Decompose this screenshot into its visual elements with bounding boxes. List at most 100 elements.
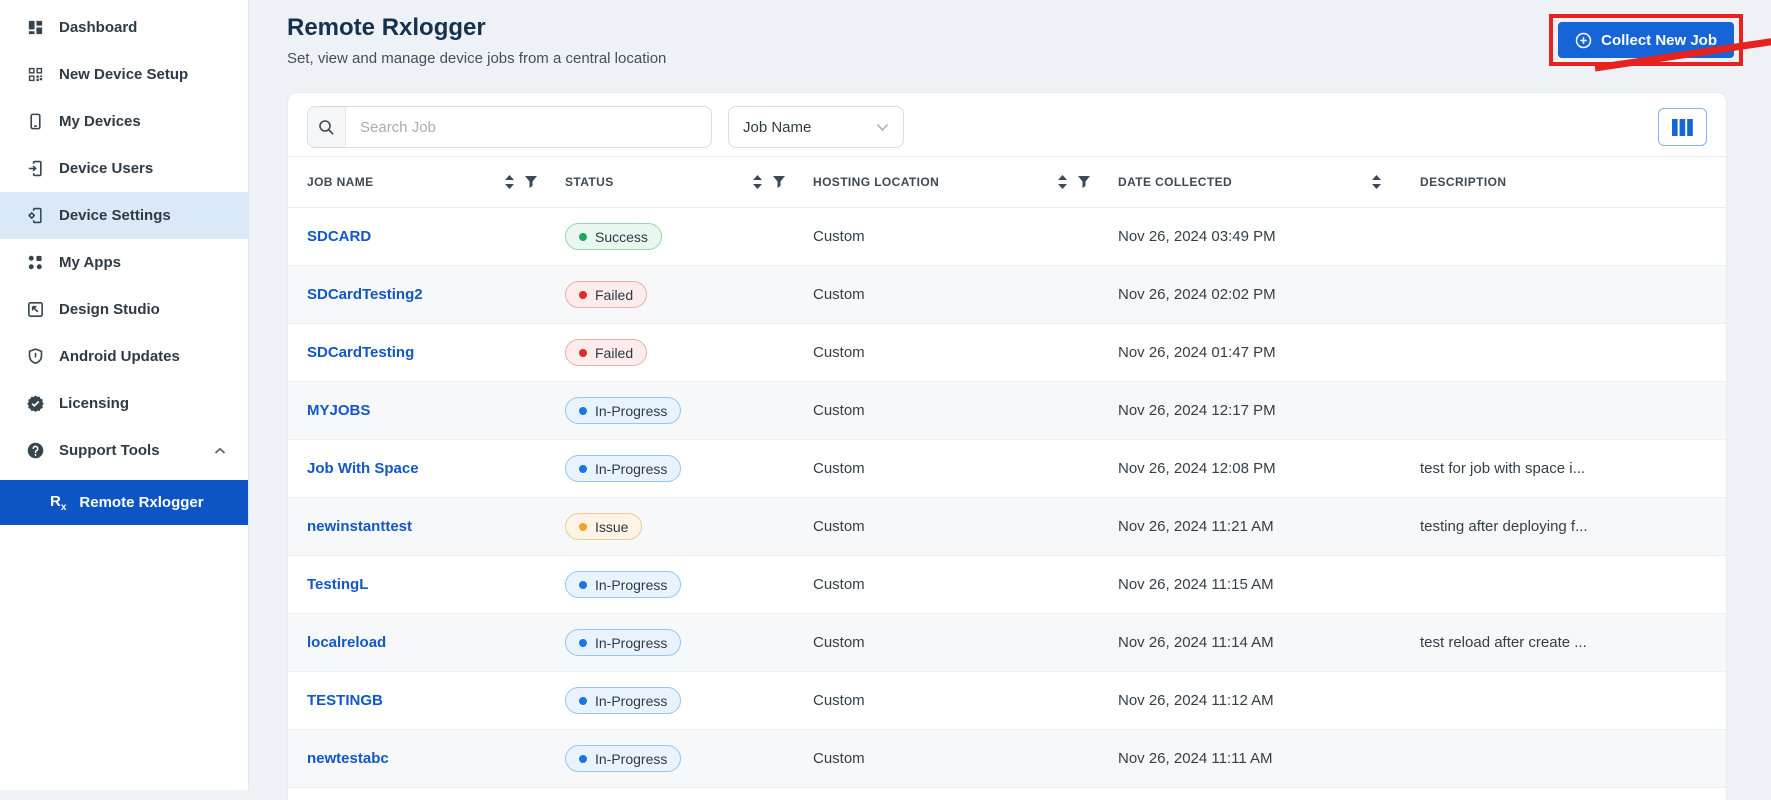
- sidebar-item-dashboard[interactable]: Dashboard: [0, 4, 248, 51]
- cell-description: test for job with space i...: [1420, 460, 1726, 477]
- cell-date-collected: Nov 26, 2024 02:02 PM: [1118, 286, 1420, 303]
- shield-icon: [25, 347, 45, 367]
- cell-hosting-location: Custom: [813, 692, 1118, 709]
- cell-job-name: newtestabc: [288, 750, 565, 767]
- cell-date-collected: Nov 26, 2024 11:12 AM: [1118, 692, 1420, 709]
- job-name-link[interactable]: localreload: [307, 634, 386, 651]
- sidebar-item-label: New Device Setup: [59, 66, 188, 83]
- table-header-row: JOB NAME STATUS HOSTING LOCATIONDATE COLLE…: [288, 156, 1726, 208]
- sidebar-item-my-devices[interactable]: My Devices: [0, 98, 248, 145]
- column-settings-button[interactable]: [1658, 108, 1707, 146]
- page-title: Remote Rxlogger: [287, 14, 666, 43]
- status-label: In-Progress: [595, 693, 667, 709]
- cell-status: Failed: [565, 281, 813, 308]
- plus-circle-icon: [1575, 32, 1592, 49]
- job-name-link[interactable]: TestingL: [307, 576, 368, 593]
- job-name-link[interactable]: SDCardTesting2: [307, 286, 423, 303]
- table-row: TestingLIn-ProgressCustomNov 26, 2024 11…: [288, 556, 1726, 614]
- job-name-link[interactable]: SDCARD: [307, 228, 371, 245]
- table-row: localreloadIn-ProgressCustomNov 26, 2024…: [288, 614, 1726, 672]
- collect-new-job-label: Collect New Job: [1601, 32, 1717, 49]
- qr-code-icon: [25, 65, 45, 85]
- columns-icon: [1672, 119, 1693, 136]
- sidebar-item-label: Licensing: [59, 395, 129, 412]
- column-header-status[interactable]: STATUS: [565, 175, 813, 189]
- job-name-link[interactable]: newinstanttest: [307, 518, 412, 535]
- job-name-link[interactable]: TESTINGB: [307, 692, 383, 709]
- help-circle-icon: [25, 441, 45, 461]
- status-dot: [579, 581, 587, 589]
- cell-job-name: localreload: [288, 634, 565, 651]
- status-badge: Success: [565, 223, 662, 250]
- search-input[interactable]: [346, 107, 711, 147]
- device-user-icon: [25, 159, 45, 179]
- search-icon[interactable]: [308, 107, 346, 147]
- filter-icon[interactable]: [525, 176, 537, 188]
- cell-status: In-Progress: [565, 745, 813, 772]
- sort-icon[interactable]: [1371, 175, 1382, 189]
- status-dot: [579, 233, 587, 241]
- sidebar-item-support-tools[interactable]: Support Tools: [0, 427, 248, 474]
- column-header-label: STATUS: [565, 175, 614, 189]
- filter-icon[interactable]: [1078, 176, 1090, 188]
- cell-hosting-location: Custom: [813, 344, 1118, 361]
- sidebar-item-label: Support Tools: [59, 442, 160, 459]
- cell-hosting-location: Custom: [813, 286, 1118, 303]
- sidebar-item-label: My Devices: [59, 113, 141, 130]
- column-header-label: JOB NAME: [307, 175, 374, 189]
- cell-status: Failed: [565, 339, 813, 366]
- column-header-label: DESCRIPTION: [1420, 175, 1506, 189]
- smartphone-icon: [25, 112, 45, 132]
- search-box: [307, 106, 712, 148]
- filter-icon[interactable]: [773, 176, 785, 188]
- table-row: newinstanttestIssueCustomNov 26, 2024 11…: [288, 498, 1726, 556]
- sidebar-subitem-label: Remote Rxlogger: [79, 494, 203, 511]
- cell-hosting-location: Custom: [813, 634, 1118, 651]
- job-name-link[interactable]: newtestabc: [307, 750, 389, 767]
- cell-hosting-location: Custom: [813, 228, 1118, 245]
- status-label: In-Progress: [595, 635, 667, 651]
- license-badge-icon: [25, 394, 45, 414]
- job-name-link[interactable]: MYJOBS: [307, 402, 370, 419]
- status-label: In-Progress: [595, 403, 667, 419]
- status-badge: In-Progress: [565, 397, 681, 424]
- sidebar-item-my-apps[interactable]: My Apps: [0, 239, 248, 286]
- cell-date-collected: Nov 26, 2024 11:21 AM: [1118, 518, 1420, 535]
- cell-hosting-location: Custom: [813, 576, 1118, 593]
- sort-icon[interactable]: [1057, 175, 1068, 189]
- job-name-link[interactable]: Job With Space: [307, 460, 419, 477]
- sidebar-item-label: Device Users: [59, 160, 153, 177]
- cell-status: In-Progress: [565, 571, 813, 598]
- sort-icon[interactable]: [752, 175, 763, 189]
- sidebar-item-licensing[interactable]: Licensing: [0, 380, 248, 427]
- column-header-label: DATE COLLECTED: [1118, 175, 1232, 189]
- status-label: Failed: [595, 287, 633, 303]
- column-header-hosting-location[interactable]: HOSTING LOCATION: [813, 175, 1118, 189]
- jobs-toolbar: Job Name: [288, 93, 1726, 156]
- column-header-date-collected[interactable]: DATE COLLECTED: [1118, 175, 1420, 189]
- status-badge: Issue: [565, 513, 642, 540]
- status-dot: [579, 697, 587, 705]
- search-field-dropdown[interactable]: Job Name: [728, 106, 904, 148]
- cell-job-name: SDCardTesting2: [288, 286, 565, 303]
- cell-hosting-location: Custom: [813, 750, 1118, 767]
- status-badge: In-Progress: [565, 571, 681, 598]
- sidebar-item-remote-rxlogger[interactable]: Rx Remote Rxlogger: [0, 480, 248, 525]
- sort-icon[interactable]: [504, 175, 515, 189]
- status-label: In-Progress: [595, 751, 667, 767]
- sidebar-item-device-users[interactable]: Device Users: [0, 145, 248, 192]
- status-label: Success: [595, 229, 648, 245]
- cell-status: Issue: [565, 513, 813, 540]
- cell-job-name: TestingL: [288, 576, 565, 593]
- cell-status: Success: [565, 223, 813, 250]
- sidebar-item-new-device-setup[interactable]: New Device Setup: [0, 51, 248, 98]
- cell-hosting-location: Custom: [813, 460, 1118, 477]
- column-header-job-name[interactable]: JOB NAME: [288, 175, 565, 189]
- sidebar-item-device-settings[interactable]: Device Settings: [0, 192, 248, 239]
- collect-new-job-button[interactable]: Collect New Job: [1558, 22, 1734, 58]
- job-name-link[interactable]: SDCardTesting: [307, 344, 414, 361]
- sidebar-item-android-updates[interactable]: Android Updates: [0, 333, 248, 380]
- annotation-red-box: Collect New Job: [1549, 14, 1743, 66]
- sidebar-item-design-studio[interactable]: Design Studio: [0, 286, 248, 333]
- table-row: SDCardTesting2 Failed CustomNov 26, 2024 0…: [288, 266, 1726, 324]
